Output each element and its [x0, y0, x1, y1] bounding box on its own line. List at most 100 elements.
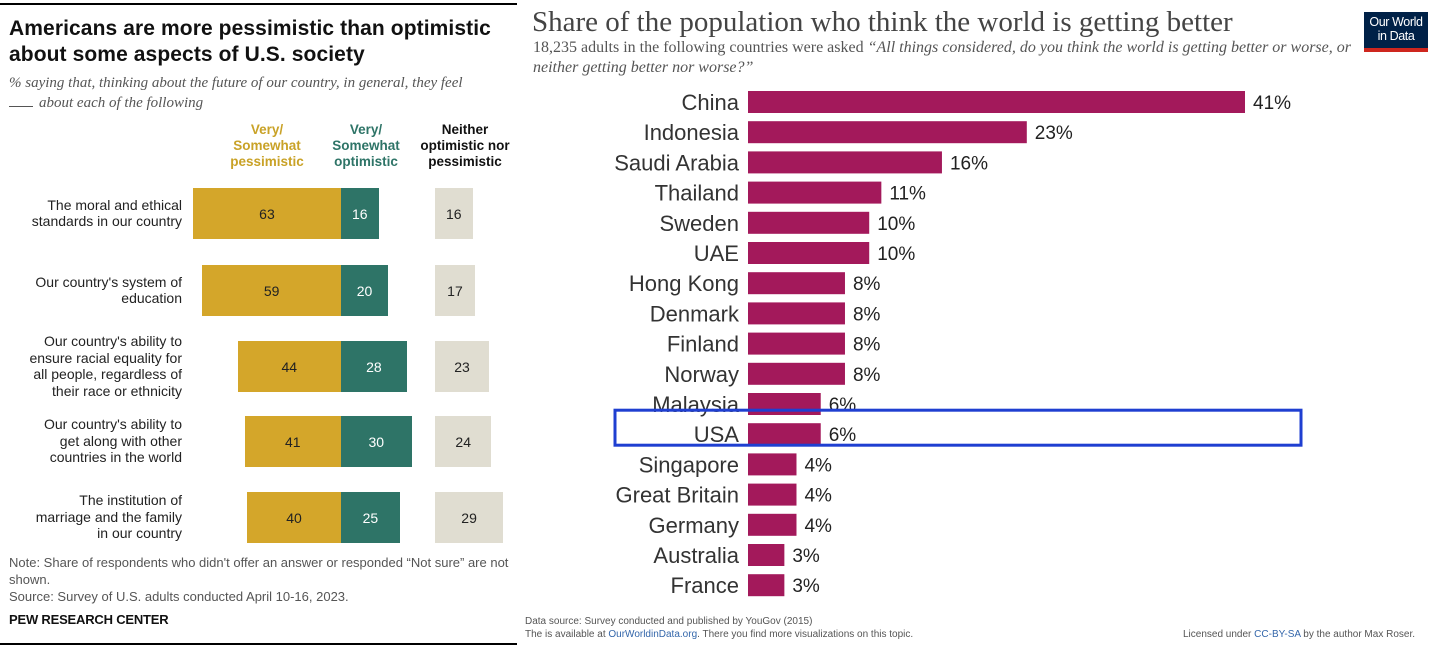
- pew-source: Source: Survey of U.S. adults conducted …: [9, 589, 349, 604]
- license-text-b: by the author Max Roser.: [1300, 629, 1416, 640]
- pew-brand: PEW RESEARCH CENTER: [9, 612, 169, 627]
- country-label: Norway: [664, 362, 739, 387]
- optimistic-value: 28: [366, 358, 382, 375]
- owid-subtitle-plain: 18,235 adults in the following countries…: [533, 39, 868, 56]
- country-label: China: [682, 90, 740, 115]
- license-link[interactable]: CC-BY-SA: [1254, 629, 1301, 640]
- value-label: 4%: [804, 455, 832, 476]
- neither-bar: 24: [435, 416, 492, 467]
- pew-row-label: Our country's ability to ensure racial e…: [29, 333, 182, 399]
- availability-text-b: . There you find more visualizations on …: [697, 629, 914, 640]
- country-label: Sweden: [659, 211, 739, 236]
- optimistic-bar: 20: [341, 265, 388, 316]
- owid-link[interactable]: OurWorldinData.org: [608, 629, 698, 640]
- country-bar: [748, 121, 1027, 144]
- optimistic-bar: 25: [341, 492, 400, 543]
- country-bar: [748, 302, 845, 325]
- value-label: 23%: [1035, 123, 1073, 144]
- country-label: Indonesia: [644, 120, 740, 145]
- neither-value: 17: [447, 282, 463, 299]
- blank-line: [9, 93, 33, 107]
- neither-value: 24: [455, 433, 471, 450]
- owid-footer: Data source: Survey conducted and publis…: [525, 615, 913, 641]
- value-label: 8%: [853, 274, 881, 295]
- value-label: 8%: [853, 304, 881, 325]
- country-label: Great Britain: [616, 483, 740, 508]
- value-label: 11%: [889, 184, 926, 205]
- license-text-a: Licensed under: [1183, 629, 1255, 640]
- value-label: 3%: [792, 576, 820, 597]
- pessimistic-bar: 40: [247, 492, 341, 543]
- owid-availability: The is available at OurWorldinData.org. …: [525, 628, 913, 641]
- pew-note: Note: Share of respondents who didn't of…: [9, 555, 509, 587]
- country-label: Saudi Arabia: [614, 150, 740, 175]
- country-label: Finland: [667, 332, 739, 357]
- country-bar: [748, 151, 942, 174]
- pessimistic-value: 44: [281, 358, 298, 375]
- value-label: 10%: [877, 244, 915, 265]
- optimistic-value: 30: [368, 433, 385, 450]
- country-bar: [748, 574, 785, 597]
- country-bar: [748, 332, 845, 355]
- country-bar: [748, 483, 797, 506]
- pew-subtitle-part2: about each of the following: [39, 95, 204, 111]
- country-bar: [748, 91, 1245, 113]
- optimistic-bar: 28: [341, 341, 407, 392]
- owid-logo[interactable]: Our World in Data: [1364, 12, 1428, 52]
- country-bar: [748, 272, 845, 295]
- pew-chart-title: Americans are more pessimistic than opti…: [9, 17, 491, 66]
- country-label: Germany: [649, 513, 739, 538]
- country-label: Hong Kong: [629, 271, 739, 296]
- owid-bar-chart: China 41% Indonesia 23% Saudi Arabia 16% Thail…: [613, 90, 1303, 598]
- pessimistic-value: 59: [263, 282, 280, 299]
- column-header-neither: Neither optimistic nor pessimistic: [420, 122, 510, 169]
- country-label: Australia: [653, 543, 739, 568]
- usa-highlight-box: [613, 408, 1303, 447]
- country-label: Denmark: [650, 301, 740, 326]
- value-label: 6%: [829, 425, 857, 446]
- owid-chart-subtitle: 18,235 adults in the following countries…: [533, 38, 1353, 78]
- neither-value: 29: [461, 509, 477, 526]
- pew-subtitle-part1: % saying that, thinking about the future…: [9, 75, 463, 91]
- pessimistic-bar: 63: [192, 188, 341, 239]
- country-bar: [748, 453, 797, 476]
- value-label: 6%: [829, 395, 857, 416]
- pessimistic-bar: 59: [202, 265, 341, 316]
- country-label: Singapore: [639, 452, 739, 477]
- pew-chart-subtitle: % saying that, thinking about the future…: [9, 74, 509, 113]
- pessimistic-value: 40: [286, 509, 302, 526]
- neither-bar: 23: [435, 341, 490, 392]
- neither-bar: 17: [435, 265, 475, 316]
- country-label: Thailand: [655, 181, 739, 206]
- optimistic-value: 16: [352, 205, 368, 222]
- value-label: 8%: [853, 335, 881, 356]
- optimistic-value: 20: [356, 282, 373, 299]
- owid-subtitle-quote: “All things considered, do you think the…: [533, 39, 1351, 76]
- owid-chart-title: Share of the population who think the wo…: [532, 6, 1233, 38]
- country-bar: [748, 362, 845, 385]
- pew-row-label: Our country's ability to get along with …: [43, 416, 182, 465]
- country-bar: [748, 423, 821, 446]
- owid-license: Licensed under CC-BY-SA by the author Ma…: [1183, 628, 1415, 641]
- pessimistic-value: 63: [259, 205, 275, 222]
- value-label: 3%: [792, 546, 820, 567]
- pew-row-label: The institution of marriage and the fami…: [35, 492, 182, 541]
- column-header-optimistic: Very/ Somewhat optimistic: [332, 122, 400, 169]
- value-label: 10%: [877, 214, 915, 235]
- top-rule: [0, 3, 517, 5]
- country-label: UAE: [694, 241, 739, 266]
- optimistic-bar: 30: [341, 416, 412, 467]
- pessimistic-value: 41: [285, 433, 301, 450]
- owid-logo-line1: Our World: [1369, 15, 1423, 29]
- value-label: 41%: [1253, 93, 1291, 114]
- value-label: 16%: [950, 153, 988, 174]
- value-label: 4%: [804, 486, 832, 507]
- country-label: Malaysia: [652, 392, 740, 417]
- country-label: France: [671, 573, 739, 598]
- neither-bar: 16: [435, 188, 473, 239]
- neither-value: 23: [454, 358, 470, 375]
- neither-bar: 29: [435, 492, 504, 543]
- country-label: USA: [694, 422, 740, 447]
- pessimistic-bar: 44: [237, 341, 341, 392]
- value-label: 8%: [853, 365, 881, 386]
